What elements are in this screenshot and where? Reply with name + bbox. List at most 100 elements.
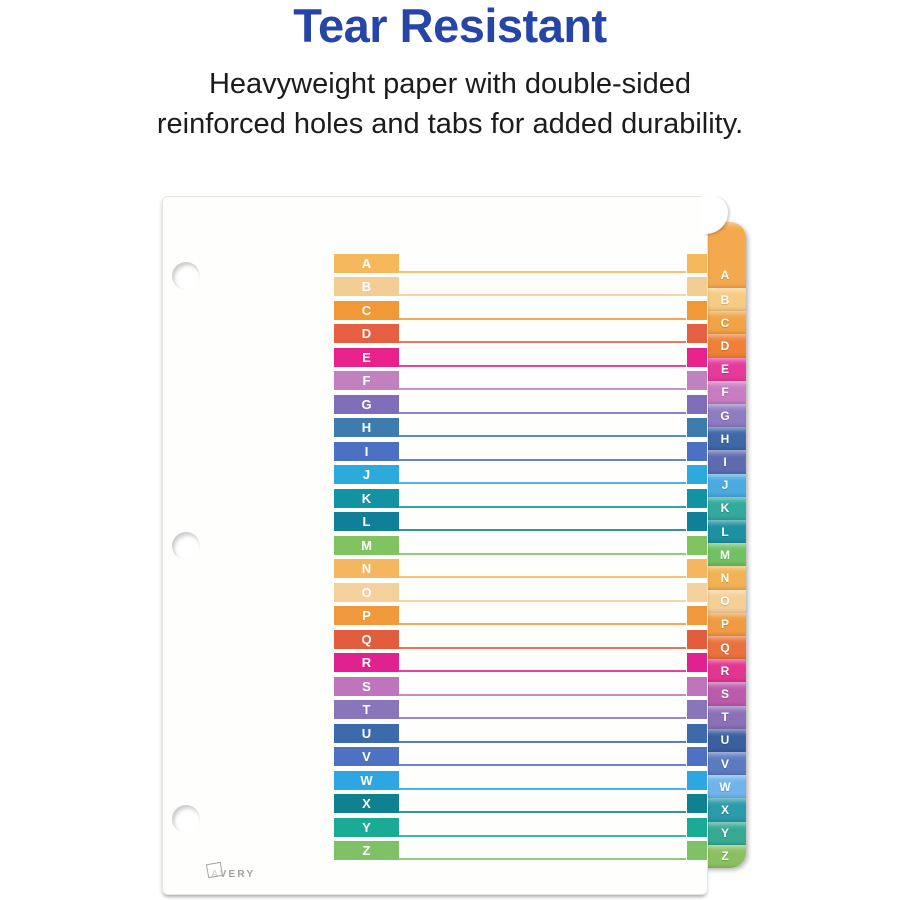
row-letter: L [362,514,371,530]
toc-row: O [334,582,707,602]
row-letter-block: O [334,582,399,602]
row-letter: H [361,420,372,436]
toc-row: Z [334,841,707,860]
row-letter-block: L [334,512,399,532]
index-tab: X [704,798,746,822]
toc-row: C [334,300,707,320]
row-end-square [687,254,707,273]
tab-letter: H [720,431,730,446]
tab-letter: Q [720,640,730,655]
row-letter-block: M [334,535,399,555]
index-tab: F [704,380,746,405]
row-rule-line [399,740,686,743]
toc-row: X [334,794,707,814]
toc-row: D [334,324,707,344]
row-end-square [687,488,707,508]
row-letter-block: C [334,300,399,320]
row-rule-line [399,388,686,391]
avery-logo-frame-icon [205,861,224,879]
binder-hole-middle [172,532,200,560]
subtitle-line-2: reinforced holes and tabs for added dura… [156,108,744,140]
row-rule-line [399,834,686,837]
avery-logo: AVERY [205,861,255,880]
index-tab: H [704,427,746,451]
row-letter-block: P [334,606,399,626]
tab-letter: I [723,455,727,470]
index-tab: U [704,728,746,753]
row-letter-block: F [334,371,399,391]
toc-row: K [334,488,707,508]
tab-letter: F [721,385,729,400]
toc-row: L [334,512,707,532]
toc-row: M [334,535,707,555]
row-letter: X [362,796,371,812]
toc-row: H [334,418,707,438]
index-tab: S [704,682,746,706]
row-rule-line [399,858,686,860]
toc-row: B [334,277,707,297]
row-end-square [687,676,707,696]
row-rule-line [399,364,686,367]
index-tab: D [704,334,746,358]
row-letter-block: R [334,653,399,673]
tab-letter: G [720,408,730,423]
row-letter: K [361,490,372,506]
tab-letter: M [720,547,730,562]
row-end-square [687,559,707,579]
toc-row: Y [334,817,707,837]
row-rule-line [399,529,686,532]
tab-stack: A B C D E F G H I J K L M N O P [704,222,746,868]
row-letter: M [361,537,372,553]
row-letter-block: U [334,723,399,743]
row-letter-block: S [334,676,399,696]
toc-row: A [334,254,707,273]
row-letter-block: Q [334,629,399,649]
row-rule-line [399,576,686,579]
row-rule-line [399,435,686,438]
row-end-square [687,653,707,673]
row-end-square [687,465,707,485]
tab-letter: Z [721,849,729,864]
row-letter: Q [361,631,372,647]
headline: Tear Resistant [293,0,607,52]
tab-letter: S [720,687,729,702]
row-rule-line [399,787,686,790]
row-rule-line [399,294,686,297]
row-letter-block: G [334,394,399,414]
index-tab: N [704,566,746,590]
row-end-square [687,324,707,344]
row-letter: D [361,326,372,342]
toc-row: F [334,371,707,391]
tab-letter: A [720,268,730,282]
row-rule-line [399,717,686,720]
toc-row: I [334,441,707,461]
binder-hole-bottom [172,805,200,833]
index-tab: Z [704,844,746,868]
row-end-square [687,394,707,414]
subheadline: Heavyweight paper with double-sided rein… [0,64,900,144]
row-rule-line [399,599,686,602]
row-letter-block: K [334,488,399,508]
row-letter-block: I [334,441,399,461]
binder-hole-top [172,262,200,290]
row-end-square [687,817,707,837]
index-tab: T [704,705,746,729]
index-tab: G [704,404,746,428]
row-letter: P [362,608,371,624]
row-letter-block: Y [334,817,399,837]
index-tab: W [704,775,746,799]
toc-row: W [334,770,707,790]
row-letter-block: T [334,700,399,720]
row-letter: A [361,256,372,271]
row-end-square [687,512,707,532]
toc-row: G [334,394,707,414]
row-letter-block: E [334,347,399,367]
row-letter: J [362,467,371,483]
tab-letter: V [720,756,729,771]
row-end-square [687,723,707,743]
tab-letter: J [721,478,729,493]
toc-row: N [334,559,707,579]
row-letter-block: Z [334,841,399,860]
row-letter-block: W [334,770,399,790]
